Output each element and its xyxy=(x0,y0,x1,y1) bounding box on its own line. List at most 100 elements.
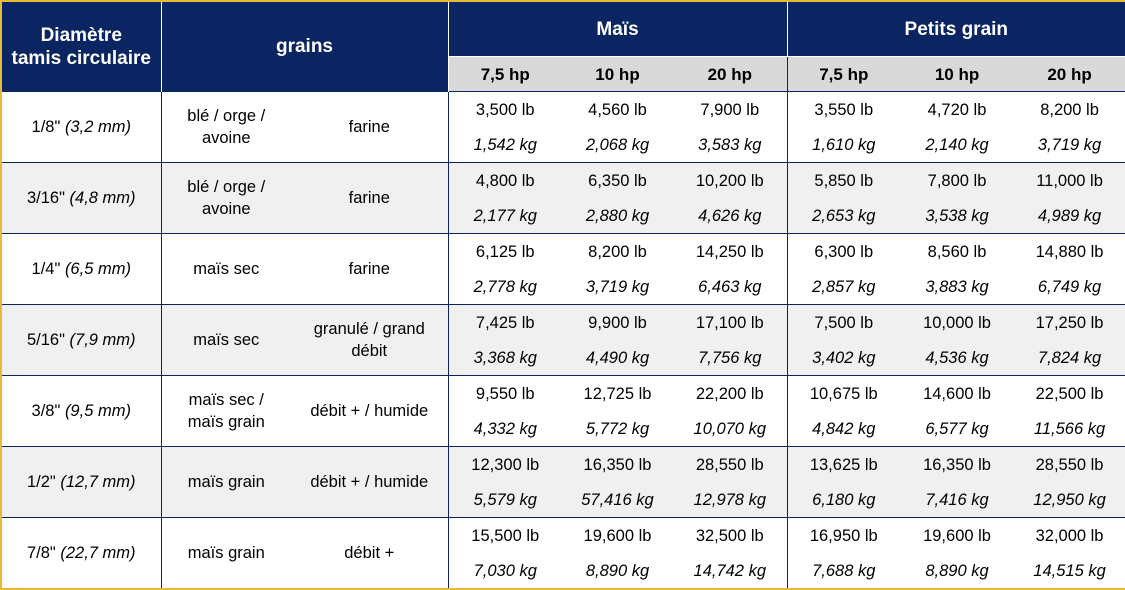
capacity-kg: 3,583 kg xyxy=(673,127,788,163)
capacity-kg: 3,719 kg xyxy=(562,269,673,305)
hp-header: 7,5 hp xyxy=(787,56,901,92)
capacity-kg: 1,610 kg xyxy=(787,127,901,163)
capacity-kg: 6,749 kg xyxy=(1014,269,1125,305)
diameter-mm: (7,9 mm) xyxy=(69,331,136,349)
table-row-kg: 1,542 kg 2,068 kg 3,583 kg 1,610 kg 2,140 kg… xyxy=(1,127,1125,163)
group-header-mais: Maïs xyxy=(448,1,788,57)
capacity-lb: 22,200 lb xyxy=(673,375,788,411)
table-row-kg: 2,778 kg 3,719 kg 6,463 kg 2,857 kg 3,883 kg… xyxy=(1,269,1125,305)
capacity-lb: 28,550 lb xyxy=(673,446,788,482)
capacity-lb: 13,625 lb xyxy=(787,446,901,482)
product-cell: débit + xyxy=(291,517,449,589)
capacity-kg: 3,402 kg xyxy=(787,340,901,376)
capacity-kg: 4,332 kg xyxy=(448,411,562,447)
grain-cell: maïs sec xyxy=(161,304,291,376)
grain-cell: maïs sec xyxy=(161,233,291,305)
capacity-lb: 19,600 lb xyxy=(900,517,1015,553)
capacity-kg: 8,890 kg xyxy=(900,553,1015,590)
diameter-cell: 5/16" (7,9 mm) xyxy=(1,304,162,376)
table-row-kg: 4,332 kg 5,772 kg 10,070 kg 4,842 kg 6,577 k… xyxy=(1,411,1125,447)
capacity-kg: 3,719 kg xyxy=(1014,127,1125,163)
capacity-lb: 8,200 lb xyxy=(1014,91,1125,127)
grain-cell: maïs grain xyxy=(161,517,291,589)
product-text: débit + xyxy=(344,544,395,562)
diameter-mm: (12,7 mm) xyxy=(60,473,136,491)
capacity-kg: 1,542 kg xyxy=(448,127,562,163)
diameter-value: 1/2" xyxy=(26,473,56,491)
capacity-kg: 14,515 kg xyxy=(1014,553,1125,590)
diameter-cell: 7/8" (22,7 mm) xyxy=(1,517,162,589)
capacity-lb: 10,000 lb xyxy=(900,304,1015,340)
product-text: débit + / humide xyxy=(310,473,429,491)
diameter-cell: 3/16" (4,8 mm) xyxy=(1,162,162,234)
grain-text: maïs sec xyxy=(193,331,260,349)
grain-text: maïs grain xyxy=(187,413,265,431)
product-text: débit + / humide xyxy=(310,402,429,420)
diameter-value: 1/8" xyxy=(31,118,61,136)
grain-cell: maïs grain xyxy=(161,446,291,518)
capacity-kg: 7,824 kg xyxy=(1014,340,1125,376)
capacity-lb: 32,500 lb xyxy=(673,517,788,553)
product-text: granulé / grand xyxy=(313,320,425,338)
grains-header: grains xyxy=(161,1,449,92)
capacity-kg: 11,566 kg xyxy=(1014,411,1125,447)
capacity-lb: 4,720 lb xyxy=(900,91,1015,127)
capacity-kg: 2,653 kg xyxy=(787,198,901,234)
product-cell: farine xyxy=(291,233,449,305)
table-row-kg: 3,368 kg 4,490 kg 7,756 kg 3,402 kg 4,536 kg… xyxy=(1,340,1125,376)
product-cell: débit + / humide xyxy=(291,446,449,518)
table-row: 1/8" (3,2 mm) blé / orge / avoine farine 3,5… xyxy=(1,91,1125,163)
grain-cell: blé / orge / avoine xyxy=(161,162,291,234)
capacity-kg: 7,756 kg xyxy=(673,340,788,376)
capacity-lb: 16,950 lb xyxy=(787,517,901,553)
product-text: débit xyxy=(351,342,388,360)
capacity-kg: 7,688 kg xyxy=(787,553,901,590)
capacity-lb: 10,200 lb xyxy=(673,162,788,198)
capacity-lb: 7,800 lb xyxy=(900,162,1015,198)
product-text: farine xyxy=(348,260,390,278)
capacity-kg: 4,989 kg xyxy=(1014,198,1125,234)
table-row: 3/8" (9,5 mm) maïs sec / maïs grain débit +… xyxy=(1,375,1125,447)
capacity-kg: 2,857 kg xyxy=(787,269,901,305)
table-row: 7/8" (22,7 mm) maïs grain débit + 15,500 lb… xyxy=(1,517,1125,589)
capacity-kg: 14,742 kg xyxy=(673,553,788,590)
grain-text: avoine xyxy=(201,129,251,147)
hp-header: 10 hp xyxy=(900,56,1015,92)
capacity-kg: 5,579 kg xyxy=(448,482,562,518)
capacity-lb: 8,200 lb xyxy=(562,233,673,269)
capacity-lb: 32,000 lb xyxy=(1014,517,1125,553)
capacity-kg: 2,778 kg xyxy=(448,269,562,305)
capacity-kg: 12,978 kg xyxy=(673,482,788,518)
capacity-lb: 14,880 lb xyxy=(1014,233,1125,269)
grain-text: blé / orge / xyxy=(187,178,266,196)
capacity-lb: 7,900 lb xyxy=(673,91,788,127)
capacity-lb: 28,550 lb xyxy=(1014,446,1125,482)
product-cell: farine xyxy=(291,162,449,234)
capacity-lb: 19,600 lb xyxy=(562,517,673,553)
diameter-mm: (22,7 mm) xyxy=(60,544,136,562)
diameter-mm: (6,5 mm) xyxy=(64,260,131,278)
grain-text: avoine xyxy=(201,200,251,218)
capacity-lb: 3,500 lb xyxy=(448,91,562,127)
capacity-kg: 2,177 kg xyxy=(448,198,562,234)
capacity-kg: 7,030 kg xyxy=(448,553,562,590)
capacity-kg: 4,626 kg xyxy=(673,198,788,234)
product-cell: farine xyxy=(291,91,449,163)
table-header: Diamètre tamis circulaire grains Maïs Pet… xyxy=(1,1,1125,92)
grain-text: blé / orge / xyxy=(187,107,266,125)
diameter-value: 1/4" xyxy=(31,260,61,278)
capacity-kg: 6,180 kg xyxy=(787,482,901,518)
capacity-kg: 4,842 kg xyxy=(787,411,901,447)
hp-header: 10 hp xyxy=(562,56,673,92)
capacity-lb: 17,250 lb xyxy=(1014,304,1125,340)
capacity-kg: 8,890 kg xyxy=(562,553,673,590)
capacity-lb: 4,800 lb xyxy=(448,162,562,198)
diameter-mm: (3,2 mm) xyxy=(64,118,131,136)
capacity-lb: 8,560 lb xyxy=(900,233,1015,269)
capacity-lb: 17,100 lb xyxy=(673,304,788,340)
diameter-cell: 3/8" (9,5 mm) xyxy=(1,375,162,447)
capacity-lb: 4,560 lb xyxy=(562,91,673,127)
capacity-lb: 6,300 lb xyxy=(787,233,901,269)
hp-header: 20 hp xyxy=(673,56,788,92)
capacity-lb: 9,900 lb xyxy=(562,304,673,340)
